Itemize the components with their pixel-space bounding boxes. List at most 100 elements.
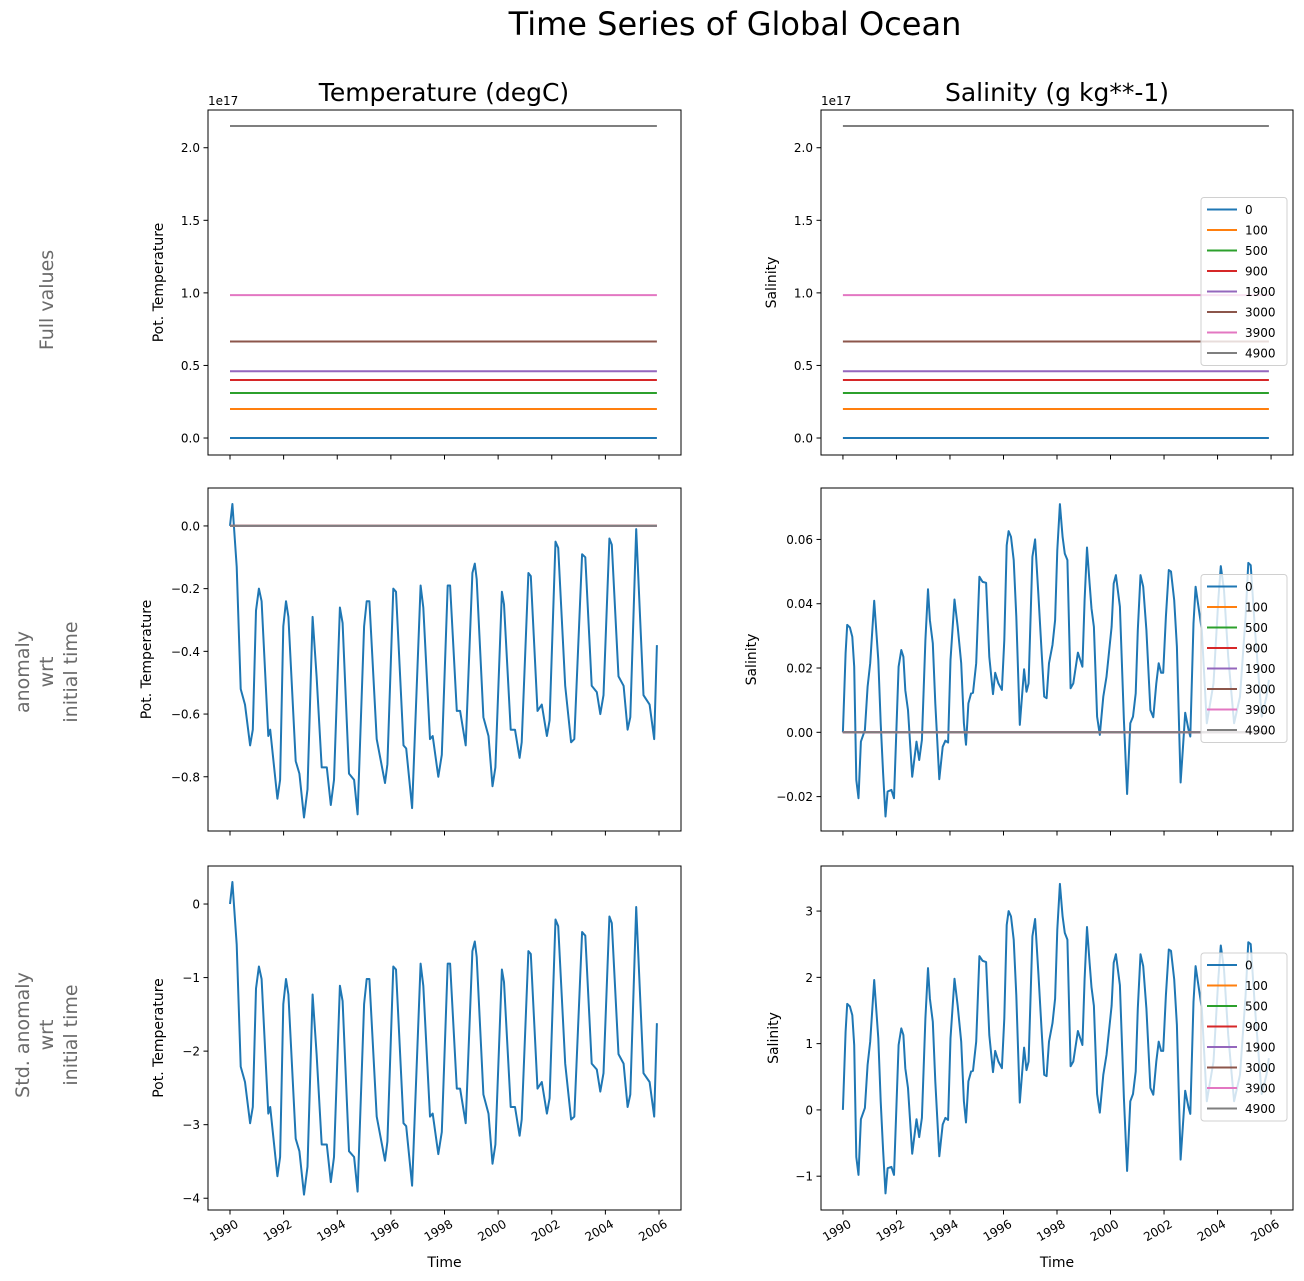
subplot-1-0: 0.0 −0.2 −0.4 −0.6 −0.8 Pot. Temperature: [139, 487, 682, 836]
y-tick-label: 0.04: [786, 597, 813, 611]
legend-label: 4900: [1245, 347, 1276, 361]
y-tick-label: −2: [182, 1045, 200, 1059]
legend-label: 1900: [1245, 1041, 1276, 1055]
legend-label: 3900: [1245, 326, 1276, 340]
legend: 0 100 500 900 1900 3000 3900 4900: [1200, 197, 1288, 366]
subplot-0-0: 0.0 0.5 1.0 1.5 2.0 1e17 Pot. Temperature: [151, 94, 682, 460]
y-tick-label: 0.06: [786, 533, 813, 547]
y-axis-label: Salinity: [764, 257, 780, 309]
legend: 0 100 500 900 1900 3000 3900 4900: [1200, 574, 1288, 743]
row-label-line: wrt: [36, 1020, 58, 1051]
legend-label: 3000: [1245, 306, 1276, 320]
y-tick-label: 0.5: [794, 359, 813, 373]
series-group: [230, 125, 657, 439]
y-tick-label: −0.4: [171, 645, 200, 659]
y-offset-text: 1e17: [208, 94, 238, 108]
series-line-0: [841, 882, 1270, 1195]
row-label-line: initial time: [60, 621, 82, 722]
y-tick-label: 0.5: [181, 359, 200, 373]
x-tick-label: 2006: [1248, 1217, 1281, 1244]
x-tick-label: 1996: [981, 1217, 1014, 1244]
series-group: [841, 882, 1270, 1195]
legend-label: 500: [1245, 1000, 1268, 1014]
x-tick-label: 2002: [1141, 1217, 1174, 1244]
row-label-line: wrt: [36, 657, 58, 688]
legend-box: [1200, 197, 1288, 366]
y-tick-label: −4: [182, 1192, 200, 1206]
legend-label: 0: [1245, 580, 1253, 594]
y-tick-label: 0.02: [786, 662, 813, 676]
x-tick-label: 1992: [261, 1217, 294, 1244]
legend-label: 500: [1245, 244, 1268, 258]
legend-box: [1200, 574, 1288, 743]
x-tick-label: 1998: [422, 1217, 455, 1244]
legend-label: 900: [1245, 642, 1268, 656]
row-label-line: Std. anomaly: [12, 972, 34, 1098]
row-label-line: Full values: [36, 250, 58, 350]
y-tick-label: 1.0: [794, 286, 813, 300]
column-title-temperature: Temperature (degC): [318, 78, 569, 107]
column-title-salinity: Salinity (g kg**-1): [945, 78, 1169, 107]
row-label: anomaly wrt initial time: [12, 621, 82, 722]
y-axis-label: Salinity: [744, 634, 760, 686]
legend-label: 3000: [1245, 1061, 1276, 1075]
row-label: Std. anomaly wrt initial time: [12, 972, 82, 1098]
y-tick-label: 0: [805, 1103, 813, 1117]
x-tick-label: 2002: [529, 1217, 562, 1244]
x-tick-label: 2000: [475, 1217, 508, 1244]
x-tick-label: 2004: [1195, 1217, 1228, 1244]
y-tick-label: −0.6: [171, 708, 200, 722]
legend-label: 500: [1245, 621, 1268, 635]
y-offset-text: 1e17: [821, 94, 851, 108]
y-axis-label: Pot. Temperature: [139, 600, 155, 720]
x-tick-label: 1992: [874, 1217, 907, 1244]
y-tick-label: 1.5: [794, 214, 813, 228]
legend-label: 900: [1245, 265, 1268, 279]
legend-label: 3900: [1245, 703, 1276, 717]
series-group: [841, 503, 1270, 818]
y-tick-label: −0.02: [776, 790, 813, 804]
series-group: [229, 881, 658, 1196]
y-tick-label: 0.0: [181, 519, 200, 533]
legend-label: 900: [1245, 1020, 1268, 1034]
y-tick-label: −1: [182, 971, 200, 985]
x-tick-label: 1994: [927, 1217, 960, 1244]
y-axis-label: Salinity: [766, 1012, 782, 1064]
x-axis-label: Time: [426, 1255, 461, 1271]
series-line-0: [229, 503, 658, 819]
series-line-0: [841, 503, 1270, 818]
x-tick-label: 2006: [636, 1217, 669, 1244]
x-tick-label: 2004: [583, 1217, 616, 1244]
subplot-2-0: 1990 1992 1994 1996 1998 2000 2002 2004 2006 0 −1 −…: [151, 865, 682, 1271]
series-group: [229, 503, 658, 819]
y-tick-label: 0.0: [794, 432, 813, 446]
y-axis-label: Pot. Temperature: [151, 223, 167, 343]
y-tick-label: 2.0: [181, 141, 200, 155]
x-tick-label: 1990: [820, 1217, 853, 1244]
subplot-0-1: 0.0 0.5 1.0 1.5 2.0 1e17 Salinity 0 100 500 900 190…: [764, 94, 1294, 460]
y-tick-label: −0.8: [171, 770, 200, 784]
y-tick-label: −0.2: [171, 582, 200, 596]
legend-label: 0: [1245, 959, 1253, 973]
y-tick-label: 0: [192, 898, 200, 912]
y-axis-label: Pot. Temperature: [151, 978, 167, 1098]
y-tick-label: 1: [805, 1037, 813, 1051]
y-tick-label: 1.0: [181, 286, 200, 300]
legend-label: 3000: [1245, 683, 1276, 697]
legend: 0 100 500 900 1900 3000 3900 4900: [1200, 952, 1288, 1122]
legend-label: 100: [1245, 601, 1268, 615]
subplot-2-1: 1990 1992 1994 1996 1998 2000 2002 2004 2006 −1 0 1…: [766, 865, 1294, 1271]
x-tick-label: 1996: [368, 1217, 401, 1244]
legend-label: 3900: [1245, 1082, 1276, 1096]
y-tick-label: −3: [182, 1118, 200, 1132]
x-tick-label: 2000: [1088, 1217, 1121, 1244]
row-label-line: anomaly: [12, 631, 34, 713]
legend-label: 0: [1245, 203, 1253, 217]
series-group: [842, 125, 1269, 439]
legend-label: 1900: [1245, 285, 1276, 299]
x-tick-label: 1990: [207, 1217, 240, 1244]
x-tick-label: 1994: [315, 1217, 348, 1244]
legend-label: 4900: [1245, 1102, 1276, 1116]
y-tick-label: 0.00: [786, 726, 813, 740]
y-tick-label: 2.0: [794, 141, 813, 155]
